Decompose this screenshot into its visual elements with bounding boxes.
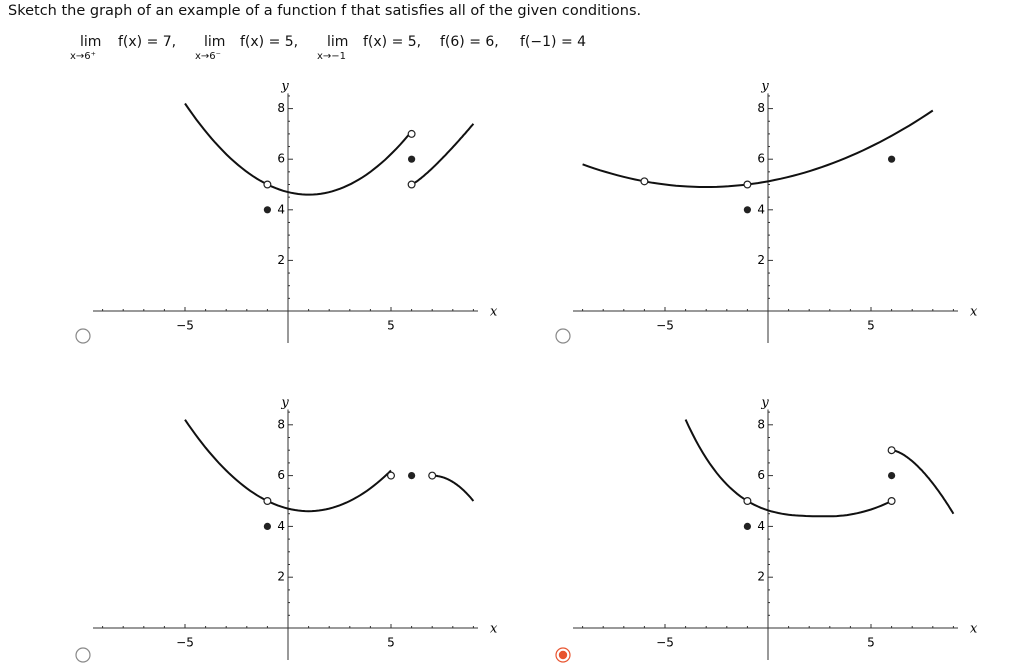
y-tick-label: 4 (757, 202, 765, 216)
open-point (263, 180, 272, 189)
filled-point (408, 155, 416, 163)
condition: f(x) = 5, (240, 34, 299, 50)
y-tick-label: 8 (757, 101, 765, 115)
lim-sub: x→6⁻ (195, 51, 221, 62)
open-point (407, 129, 416, 138)
x-tick-label: 5 (867, 319, 875, 333)
y-tick-label: 8 (757, 417, 765, 431)
open-point (887, 446, 896, 455)
open-point (263, 497, 272, 506)
y-tick-label: 4 (277, 202, 285, 216)
open-point (887, 497, 896, 506)
y-tick-label: 2 (757, 253, 765, 267)
filled-point (408, 472, 416, 480)
radio-button[interactable] (75, 328, 91, 344)
y-tick-label: 4 (757, 519, 765, 533)
curve (582, 109, 934, 188)
open-point (387, 471, 396, 480)
filled-point (263, 522, 271, 531)
lim: lim (80, 34, 102, 50)
curve (432, 474, 475, 502)
x-label: x (490, 622, 498, 637)
y-tick-label: 6 (277, 468, 285, 482)
x-tick-label: −5 (656, 319, 674, 333)
lim-sub: x→6⁺ (70, 51, 96, 62)
y-tick-label: 8 (277, 101, 285, 115)
y-tick-label: 2 (757, 570, 765, 584)
curve (684, 419, 893, 518)
condition: f(6) = 6, (440, 34, 499, 50)
curve (184, 102, 413, 196)
filled-point (888, 155, 896, 163)
condition: f(x) = 5, (363, 34, 422, 50)
x-tick-label: −5 (176, 319, 194, 333)
x-tick-label: 5 (387, 636, 395, 650)
y-tick-label: 2 (277, 253, 285, 267)
y-label: y (280, 395, 289, 410)
y-tick-label: 6 (277, 152, 285, 166)
condition: f(−1) = 4 (520, 34, 587, 50)
radio-button[interactable] (555, 328, 571, 344)
y-label: y (760, 395, 769, 410)
open-point (640, 177, 649, 186)
y-label: y (760, 79, 769, 94)
question: Sketch the graph of an example of a func… (8, 3, 642, 19)
x-label: x (970, 622, 978, 637)
filled-point (743, 522, 752, 531)
lim: lim (204, 34, 226, 50)
y-tick-label: 8 (277, 417, 285, 431)
filled-point (743, 206, 752, 214)
x-label: x (970, 305, 978, 320)
curve (891, 449, 955, 515)
x-tick-label: 5 (867, 636, 875, 650)
lim-sub: x→−1 (317, 51, 347, 62)
y-tick-label: 4 (277, 519, 285, 533)
y-tick-label: 6 (757, 152, 765, 166)
radio-button[interactable] (75, 647, 91, 663)
x-label: x (490, 305, 498, 320)
lim: lim (327, 34, 349, 50)
filled-point (888, 472, 896, 480)
y-tick-label: 6 (757, 468, 765, 482)
curve (411, 123, 475, 186)
open-point (743, 180, 752, 189)
x-tick-label: −5 (176, 636, 194, 650)
filled-point (263, 206, 271, 214)
open-point (428, 471, 437, 480)
x-tick-label: 5 (387, 319, 395, 333)
y-label: y (280, 79, 289, 94)
open-point (407, 180, 416, 189)
condition: f(x) = 7, (118, 34, 177, 50)
curve (184, 419, 392, 513)
radio-dot (558, 650, 568, 660)
x-tick-label: −5 (656, 636, 674, 650)
y-tick-label: 2 (277, 570, 285, 584)
open-point (743, 497, 752, 506)
